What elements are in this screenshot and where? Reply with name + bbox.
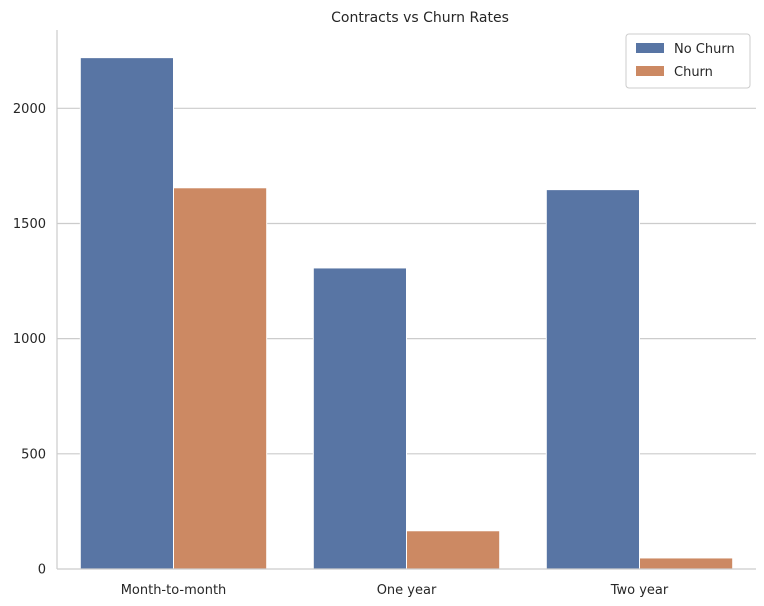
y-tick-label: 2000: [13, 102, 46, 117]
bar-churn: [639, 557, 734, 570]
y-tick-label: 0: [38, 563, 46, 578]
legend-label-churn: Churn: [674, 65, 713, 80]
bar-churn: [406, 530, 501, 570]
y-tick-label: 1500: [13, 217, 46, 232]
x-tick-labels: Month-to-month One year Two year: [121, 583, 669, 598]
bar-churn: [173, 187, 268, 570]
bar-no-churn: [312, 267, 407, 570]
x-tick-label: One year: [377, 583, 437, 598]
legend-label-no-churn: No Churn: [674, 42, 735, 57]
axes: [56, 30, 756, 570]
legend-swatch-no-churn: [636, 43, 664, 53]
chart-title: Contracts vs Churn Rates: [331, 10, 509, 26]
y-tick-label: 1000: [13, 332, 46, 347]
bar-no-churn: [545, 189, 640, 570]
x-tick-label: Two year: [610, 583, 669, 598]
y-tick-labels: 0 500 1000 1500 2000: [13, 102, 46, 578]
legend: No Churn Churn: [625, 33, 751, 89]
bar-no-churn: [79, 57, 174, 570]
y-tick-label: 500: [21, 447, 46, 462]
x-tick-label: Month-to-month: [121, 583, 227, 598]
bars: [79, 57, 734, 570]
legend-swatch-churn: [636, 66, 664, 76]
